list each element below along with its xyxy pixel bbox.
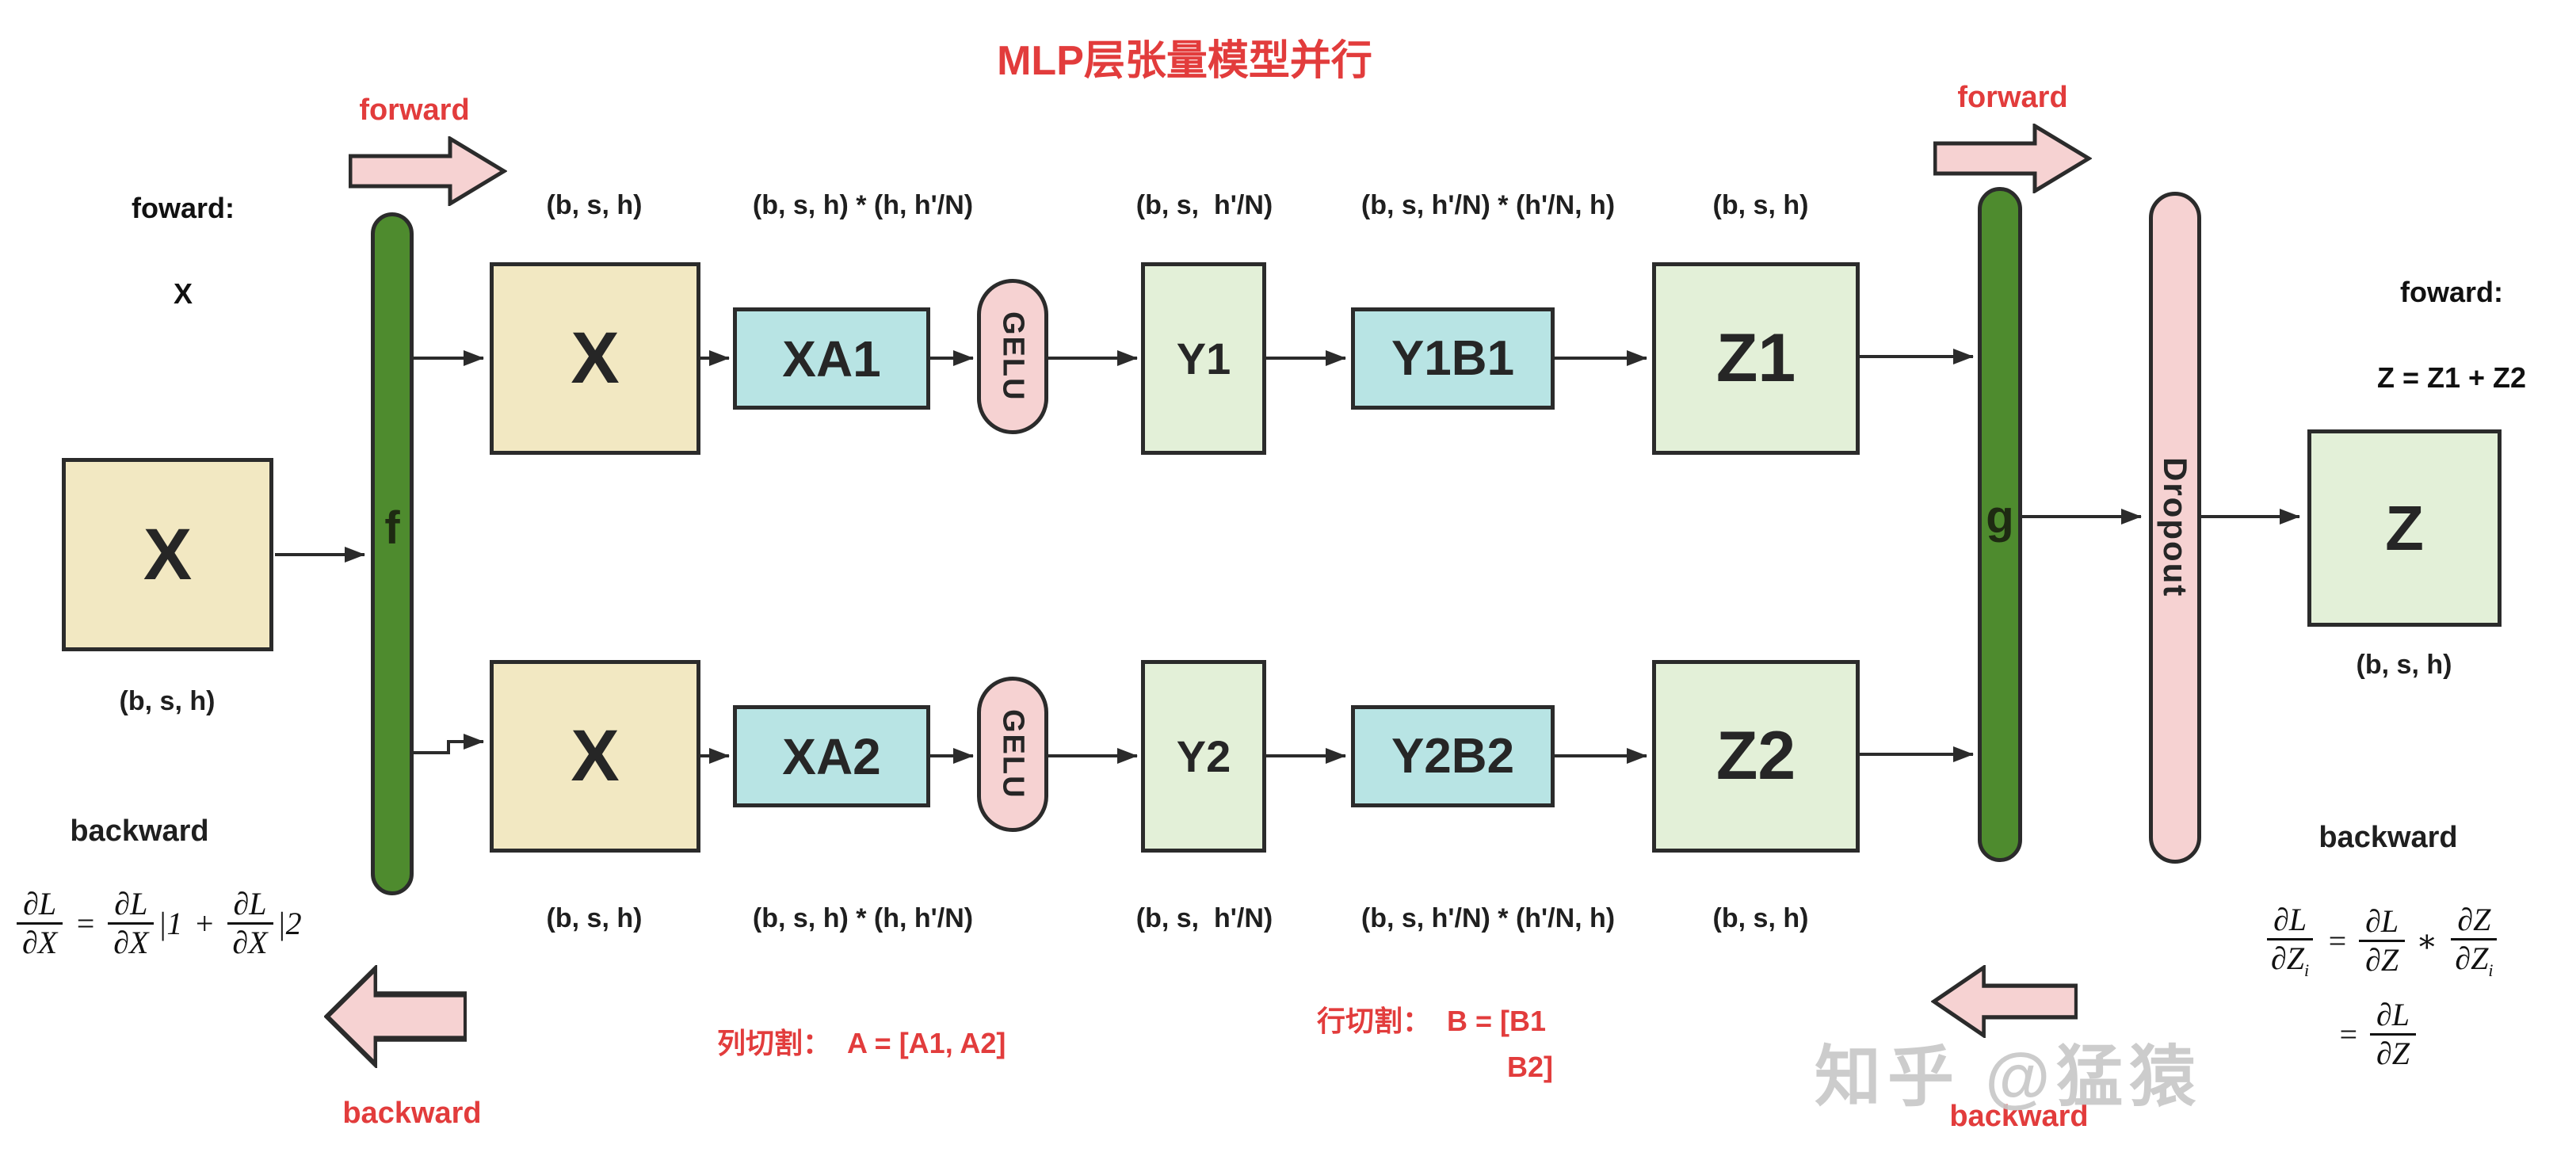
shape-label-bottom-3: (b, s, h'/N) xyxy=(1135,903,1273,933)
bottom-x-label: X xyxy=(571,715,620,796)
equals-sign: = xyxy=(2337,1017,2359,1052)
shape-label-top-2: (b, s, h) * (h, h'/N) xyxy=(752,190,974,220)
xa2-box: XA2 xyxy=(733,705,930,807)
y1-box: Y1 xyxy=(1141,262,1266,455)
arrow-f-to-bottom-x xyxy=(413,734,484,754)
backward-label-right: backward xyxy=(2318,821,2458,854)
forward-note-left-line2: X xyxy=(173,277,193,310)
input-x-box: X xyxy=(62,458,273,651)
forward-note-left-line1: foward: xyxy=(132,192,235,224)
y2b2-box: Y2B2 xyxy=(1351,705,1555,807)
equals-sign: = xyxy=(74,906,97,941)
forward-arrow-icon xyxy=(349,136,507,206)
shape-label-top-5: (b, s, h) xyxy=(1712,190,1809,220)
y2-label: Y2 xyxy=(1176,731,1231,781)
frac-dl-dx-2: ∂L ∂X xyxy=(226,886,273,961)
backward-formula-left: ∂L ∂X = ∂L ∂X |1 + ∂L ∂X |2 xyxy=(16,886,302,961)
backward-label-bottom-right: backward xyxy=(1949,1100,2089,1133)
forward-note-right: foward: Z = Z1 + Z2 xyxy=(2345,228,2526,442)
xa1-label: XA1 xyxy=(782,330,881,387)
y1-label: Y1 xyxy=(1176,334,1231,383)
shape-label-top-4: (b, s, h'/N) * (h'/N, h) xyxy=(1361,190,1616,220)
shape-label-top-3: (b, s, h'/N) xyxy=(1135,190,1273,220)
forward-arrow-icon xyxy=(1933,124,2092,193)
gelu-capsule-top: GELU xyxy=(977,279,1048,434)
y1b1-box: Y1B1 xyxy=(1351,307,1555,410)
g-allreduce-bar: g xyxy=(1978,187,2022,862)
z1-label: Z1 xyxy=(1715,320,1796,396)
row-split-note-line1: 行切割： B = [B1 xyxy=(1317,1005,1547,1037)
column-split-note: 列切割： A = [A1, A2] xyxy=(717,1027,1006,1059)
star-sign: ∗ xyxy=(2416,923,2438,960)
frac-dz-dzi: ∂Z ∂Zi xyxy=(2448,902,2499,980)
forward-label-top-right: forward xyxy=(1957,81,2068,114)
dropout-bar: Dropout xyxy=(2149,192,2201,864)
forward-label-top-left: forward xyxy=(359,93,470,127)
shape-label-top-1: (b, s, h) xyxy=(546,190,643,220)
shape-label-bottom-1: (b, s, h) xyxy=(546,903,643,933)
backward-arrow-icon xyxy=(1931,965,2078,1038)
frac-dl-dz: ∂L ∂Z xyxy=(2359,903,2406,979)
row-split-note-line2: B2] xyxy=(1507,1051,1554,1083)
backward-label-bottom-left: backward xyxy=(342,1097,482,1130)
shape-label-bottom-4: (b, s, h'/N) * (h'/N, h) xyxy=(1361,903,1616,933)
shape-label-bottom-5: (b, s, h) xyxy=(1712,903,1809,933)
y1b1-label: Y1B1 xyxy=(1391,331,1515,386)
frac-dl-dz-line2: ∂L ∂Z xyxy=(2370,997,2417,1072)
forward-note-right-line2: Z = Z1 + Z2 xyxy=(2376,361,2527,394)
xa1-box: XA1 xyxy=(733,307,930,410)
y2-box: Y2 xyxy=(1141,660,1266,853)
gelu-label-top: GELU xyxy=(996,311,1030,402)
frac-dl-dzi: ∂L ∂Zi xyxy=(2265,902,2315,980)
g-bar-label: g xyxy=(1986,491,2014,543)
input-x-shape-label: (b, s, h) xyxy=(119,686,216,716)
frac-dl-dx: ∂L ∂X xyxy=(16,886,63,961)
shape-label-bottom-2: (b, s, h) * (h, h'/N) xyxy=(752,903,974,933)
forward-note-right-line1: foward: xyxy=(2400,276,2503,308)
bottom-x-box: X xyxy=(490,660,700,853)
bar-1: |1 xyxy=(158,906,183,941)
backward-arrow-icon xyxy=(324,965,467,1068)
f-allreduce-bar: f xyxy=(371,212,414,895)
z2-box: Z2 xyxy=(1652,660,1860,853)
input-x-box-label: X xyxy=(143,513,193,595)
backward-label-left: backward xyxy=(70,815,209,848)
dropout-label: Dropout xyxy=(2157,457,2194,598)
page-title: MLP层张量模型并行 xyxy=(997,38,1372,84)
plus-sign: + xyxy=(193,906,216,941)
equals-sign: = xyxy=(2326,923,2349,960)
frac-dl-dx-1: ∂L ∂X xyxy=(107,886,155,961)
z2-label: Z2 xyxy=(1715,718,1796,794)
top-x-box: X xyxy=(490,262,700,455)
watermark: 知乎 @猛猿 xyxy=(1815,1040,2203,1114)
backward-formula-right-line2: = ∂L ∂Z xyxy=(2337,997,2417,1072)
xa2-label: XA2 xyxy=(782,727,881,785)
output-z-shape-label: (b, s, h) xyxy=(2356,650,2452,680)
output-z-box: Z xyxy=(2307,429,2502,627)
forward-note-left: foward: X xyxy=(100,144,235,358)
bar-2: |2 xyxy=(277,906,302,941)
y2b2-label: Y2B2 xyxy=(1391,729,1515,784)
f-bar-label: f xyxy=(384,502,400,554)
z1-box: Z1 xyxy=(1652,262,1860,455)
gelu-label-bottom: GELU xyxy=(996,709,1030,799)
top-x-label: X xyxy=(571,318,620,399)
backward-formula-right: ∂L ∂Zi = ∂L ∂Z ∗ ∂Z ∂Zi xyxy=(2265,902,2499,980)
gelu-capsule-bottom: GELU xyxy=(977,677,1048,832)
output-z-label: Z xyxy=(2385,492,2424,563)
